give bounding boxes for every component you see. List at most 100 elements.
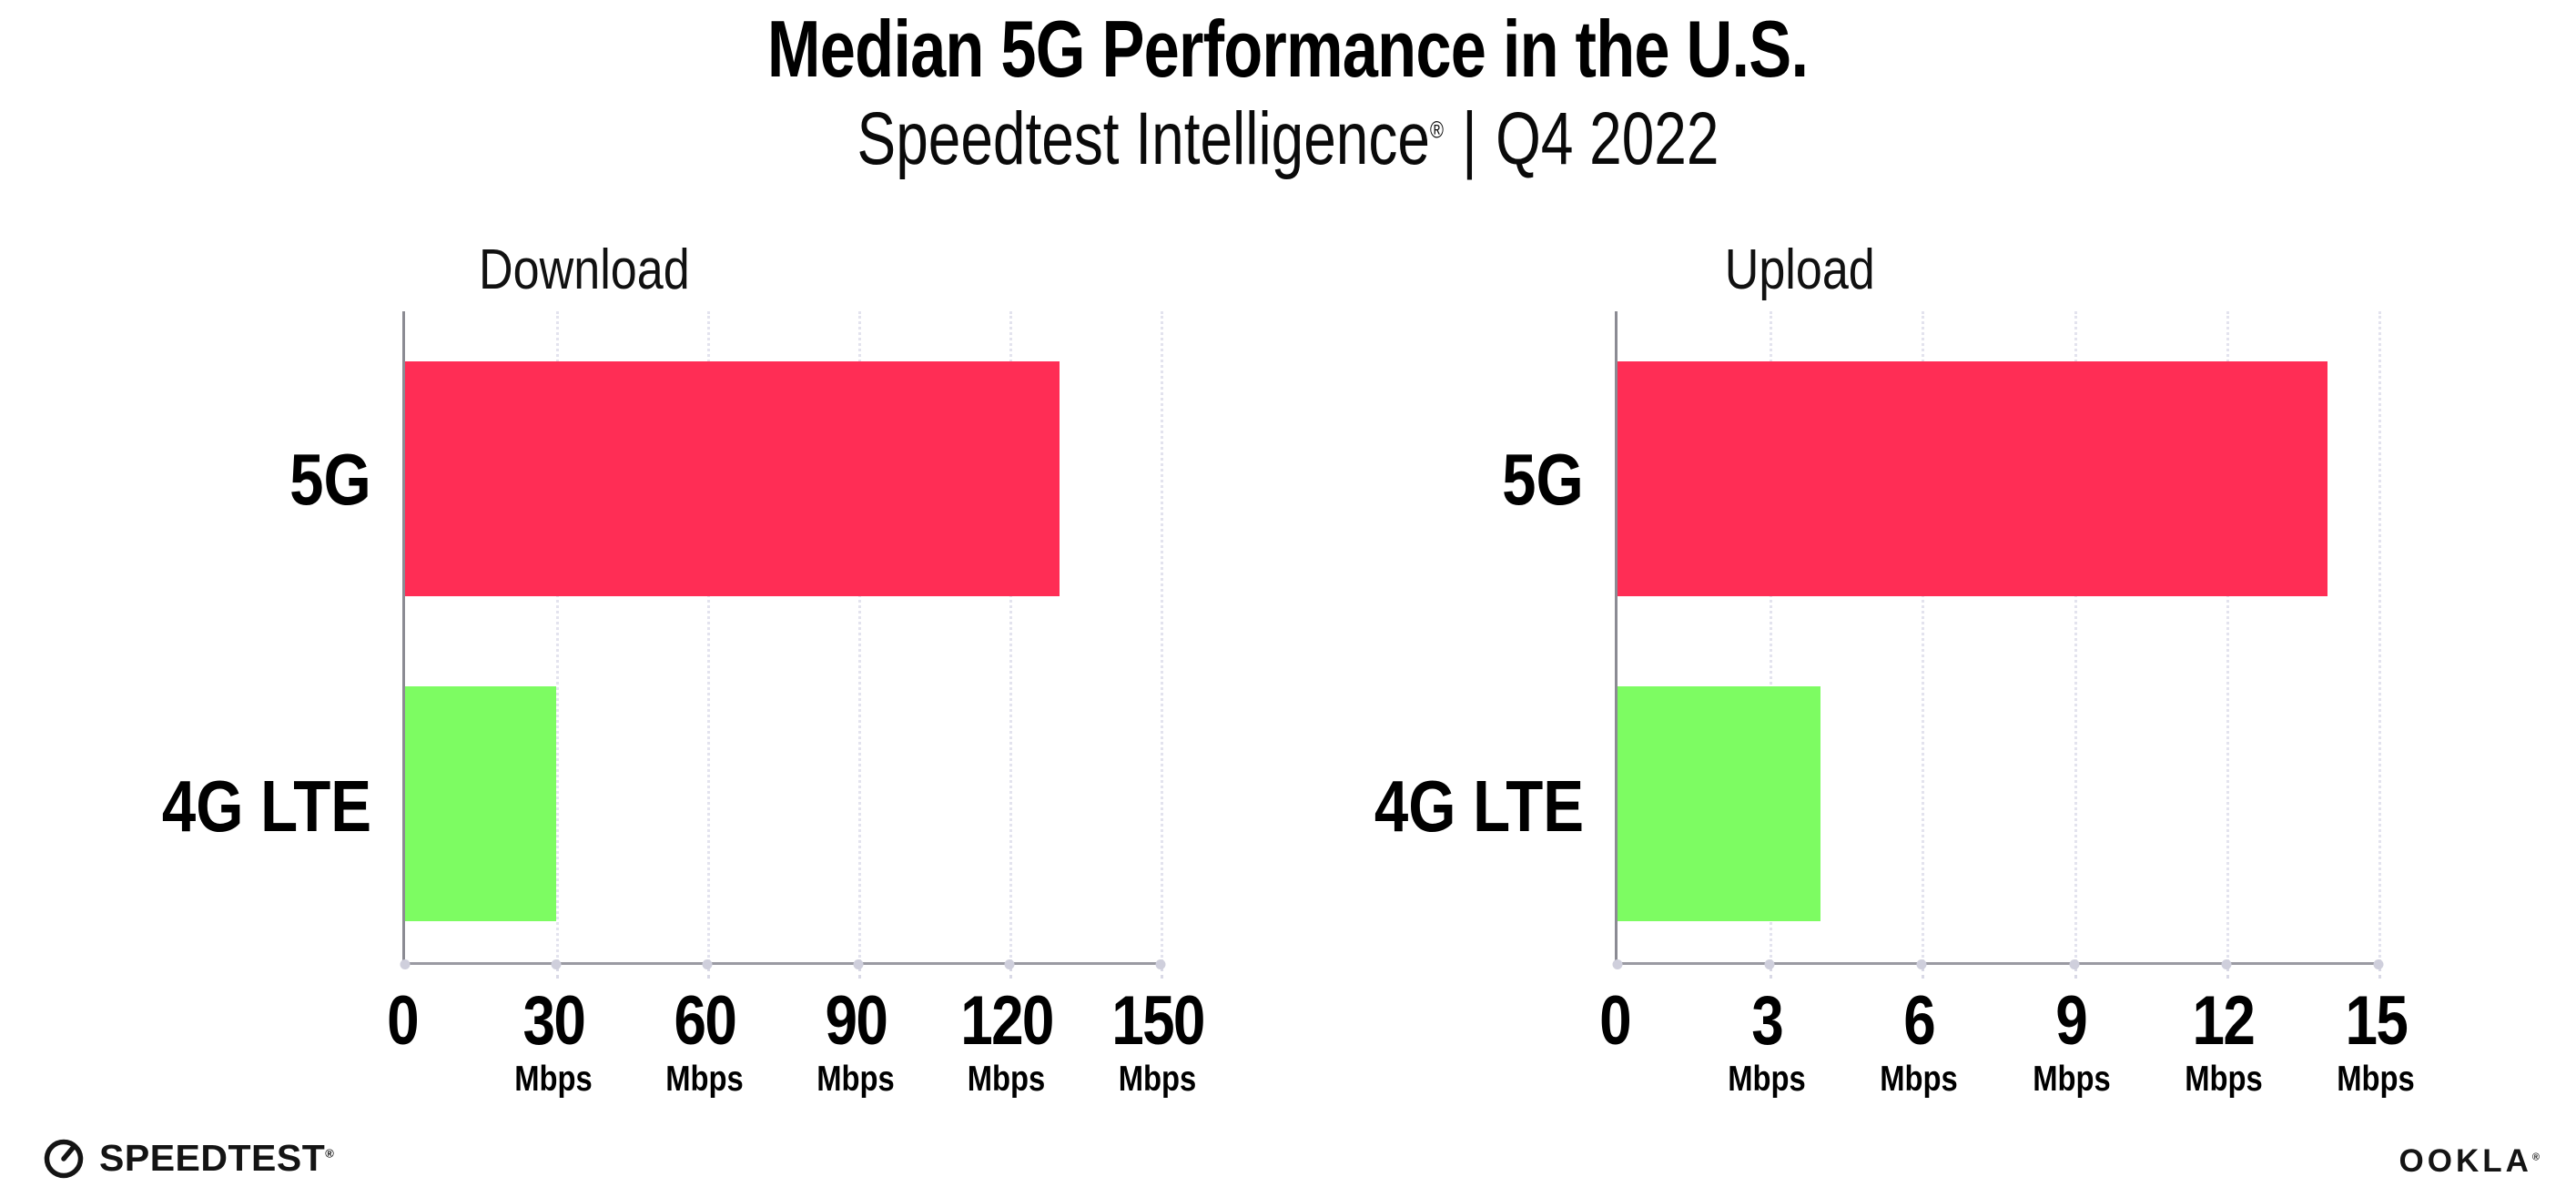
chart-title: Upload xyxy=(1212,208,2387,311)
gridline-12 xyxy=(2226,311,2229,962)
bar-4g-lte xyxy=(405,686,556,922)
page-subtitle-text: Speedtest Intelligence® | Q4 2022 xyxy=(857,102,1719,177)
speedtest-wordmark: SPEEDTEST® xyxy=(99,1137,334,1180)
x-tick-15: 15 Mbps xyxy=(2329,982,2422,1100)
page-title: Median 5G Performance in the U.S. xyxy=(0,9,2576,89)
axis-tick-dot-0 xyxy=(400,959,411,969)
ookla-logo: OOKLA® xyxy=(2399,1143,2541,1180)
header: Median 5G Performance in the U.S. Speedt… xyxy=(0,0,2576,177)
axis-tick-dot-60 xyxy=(702,959,713,969)
axis-tick-dot-6 xyxy=(1916,959,1927,969)
plot-area xyxy=(400,311,1166,979)
x-tick-120: 120 Mbps xyxy=(952,982,1062,1097)
gridline-90 xyxy=(858,311,861,962)
bar-5g xyxy=(405,360,1060,596)
x-tick-value: 3 xyxy=(1751,982,1784,1060)
registered-trademark-icon: ® xyxy=(1429,116,1444,144)
x-tick-6: 6 Mbps xyxy=(1872,982,1965,1100)
gridline-150 xyxy=(1161,311,1163,962)
axis-tick-dot-0 xyxy=(1612,959,1623,969)
bar-4g-lte xyxy=(1618,686,1820,922)
x-tick-0: 0 xyxy=(384,982,421,1060)
x-tick-unit: Mbps xyxy=(1880,1060,1959,1100)
chart-title-text: Upload xyxy=(1724,238,1875,301)
x-tick-value: 60 xyxy=(674,982,736,1060)
plot-area xyxy=(1612,311,2384,979)
x-tick-unit: Mbps xyxy=(514,1060,593,1100)
x-tick-30: 30 Mbps xyxy=(507,982,600,1100)
tick-mark-90 xyxy=(858,962,861,979)
gridline-6 xyxy=(1922,311,1925,962)
axis-tick-dot-90 xyxy=(853,959,864,969)
page-subtitle: Speedtest Intelligence® | Q4 2022 xyxy=(0,102,2576,177)
gridline-9 xyxy=(2074,311,2077,962)
tick-mark-150 xyxy=(1161,962,1163,979)
subtitle-brand: Speedtest Intelligence xyxy=(857,97,1430,180)
bar-5g xyxy=(1618,360,2328,596)
tick-mark-15 xyxy=(2378,962,2381,979)
tick-mark-12 xyxy=(2226,962,2229,979)
axis-tick-dot-15 xyxy=(2373,959,2384,969)
y-label-4g-lte: 4G LTE xyxy=(1334,765,1584,847)
gridline-3 xyxy=(1770,311,1773,962)
gridline-60 xyxy=(707,311,710,962)
tick-mark-60 xyxy=(707,962,710,979)
chart-panel-download: Download 5G 4G LTE 0 30 Mbps 60 Mbps 90 Mbps 120… xyxy=(0,208,1206,1120)
chart-body: 5G 4G LTE xyxy=(0,311,1169,979)
y-label-text: 5G xyxy=(1502,438,1584,520)
x-tick-unit: Mbps xyxy=(2185,1060,2263,1100)
axis-tick-dot-120 xyxy=(1004,959,1015,969)
x-tick-unit: Mbps xyxy=(2032,1060,2111,1100)
x-tick-value: 9 xyxy=(2055,982,2089,1060)
x-tick-9: 9 Mbps xyxy=(2025,982,2118,1100)
axis-tick-dot-12 xyxy=(2221,959,2232,969)
y-label-4g-lte: 4G LTE xyxy=(122,765,371,847)
x-tick-unit: Mbps xyxy=(1728,1060,1806,1100)
ookla-registered-icon: ® xyxy=(2531,1151,2540,1163)
x-tick-value: 120 xyxy=(960,982,1054,1060)
speedtest-label: SPEEDTEST xyxy=(99,1136,326,1179)
x-tick-12: 12 Mbps xyxy=(2177,982,2270,1100)
y-axis-labels: 5G 4G LTE xyxy=(0,311,402,965)
x-tick-60: 60 Mbps xyxy=(658,982,751,1100)
x-tick-value: 12 xyxy=(2192,982,2256,1060)
y-label-5g: 5G xyxy=(274,438,371,520)
x-tick-value: 15 xyxy=(2345,982,2408,1060)
y-label-text: 5G xyxy=(289,438,371,520)
speedtest-registered-icon: ® xyxy=(325,1145,335,1160)
x-tick-value: 0 xyxy=(387,982,420,1060)
x-axis-ticks: 0 30 Mbps 60 Mbps 90 Mbps 120 Mbps 150 Mbps xyxy=(387,965,1205,1120)
tick-mark-3 xyxy=(1770,962,1773,979)
chart-panel-upload: Upload 5G 4G LTE 0 3 Mbps 6 Mbps 9 Mbps 12 Mbps 15… xyxy=(1212,208,2415,1120)
chart-title-text: Download xyxy=(479,238,690,301)
axis-tick-dot-30 xyxy=(551,959,562,969)
x-tick-unit: Mbps xyxy=(1119,1060,1197,1100)
axis-tick-dot-3 xyxy=(1764,959,1775,969)
ookla-label: OOKLA xyxy=(2399,1143,2532,1179)
x-tick-value: 0 xyxy=(1599,982,1632,1060)
y-label-text: 4G LTE xyxy=(161,765,371,847)
y-axis-labels: 5G 4G LTE xyxy=(1212,311,1615,965)
tick-mark-120 xyxy=(1009,962,1012,979)
x-axis-ticks: 0 3 Mbps 6 Mbps 9 Mbps 12 Mbps 15 Mbps xyxy=(1599,965,2415,1120)
gridline-30 xyxy=(556,311,559,962)
x-tick-unit: Mbps xyxy=(2337,1060,2415,1100)
page-title-text: Median 5G Performance in the U.S. xyxy=(767,4,1809,94)
tick-mark-9 xyxy=(2074,962,2077,979)
x-tick-0: 0 xyxy=(1597,982,1633,1060)
x-tick-value: 6 xyxy=(1903,982,1936,1060)
x-tick-unit: Mbps xyxy=(665,1060,744,1100)
x-tick-90: 90 Mbps xyxy=(809,986,902,1100)
x-tick-unit: Mbps xyxy=(816,1060,895,1100)
tick-mark-6 xyxy=(1922,962,1925,979)
axis-tick-dot-9 xyxy=(2069,959,2080,969)
axis-tick-dot-150 xyxy=(1155,959,1166,969)
subtitle-period: Q4 2022 xyxy=(1496,97,1719,180)
gridline-120 xyxy=(1009,311,1012,962)
x-tick-3: 3 Mbps xyxy=(1720,982,1813,1100)
x-tick-value: 30 xyxy=(522,982,585,1060)
y-label-text: 4G LTE xyxy=(1374,765,1584,847)
chart-title: Download xyxy=(0,208,1169,311)
y-label-5g: 5G xyxy=(1486,438,1584,520)
